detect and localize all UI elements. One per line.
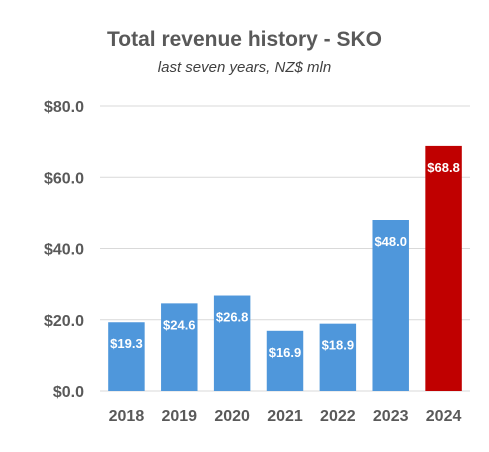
x-tick-label: 2020 — [214, 408, 250, 425]
x-tick-label: 2019 — [161, 408, 197, 425]
data-label: $19.3 — [110, 336, 143, 351]
x-tick-label: 2023 — [373, 408, 409, 425]
x-tick-label: 2018 — [109, 408, 145, 425]
data-label: $16.9 — [269, 345, 302, 360]
y-tick-label: $60.0 — [44, 170, 84, 187]
data-label: $48.0 — [374, 234, 407, 249]
y-tick-label: $20.0 — [44, 313, 84, 330]
chart-subtitle: last seven years, NZ$ mln — [157, 59, 332, 76]
bar-2020 — [213, 295, 251, 391]
data-label: $68.8 — [427, 160, 460, 175]
data-label: $26.8 — [216, 310, 249, 325]
x-tick-label: 2024 — [426, 408, 462, 425]
bar-2019 — [161, 303, 198, 391]
data-label: $18.9 — [322, 338, 355, 353]
chart-title: Total revenue history - SKO — [107, 28, 382, 51]
bar-2021 — [266, 330, 304, 391]
y-tick-label: $40.0 — [44, 242, 84, 259]
y-tick-label: $0.0 — [53, 384, 84, 401]
data-label: $24.6 — [163, 317, 196, 332]
bar-2018 — [108, 322, 145, 391]
x-tick-label: 2022 — [320, 408, 356, 425]
data-labels: $19.3 $24.6 $26.8 $16.9 $18.9 $48.0 $68.8 — [110, 160, 460, 360]
x-axis-tick-labels: 2018 2019 2020 2021 2022 2023 2024 — [109, 408, 462, 425]
y-tick-label: $80.0 — [44, 99, 84, 116]
bar-2023 — [372, 220, 409, 391]
bar-2024 — [425, 145, 462, 391]
bars — [108, 145, 462, 391]
bar-2022 — [319, 323, 357, 391]
x-tick-label: 2021 — [267, 408, 303, 425]
y-axis-tick-labels: $0.0 $20.0 $40.0 $60.0 $80.0 — [44, 99, 84, 401]
